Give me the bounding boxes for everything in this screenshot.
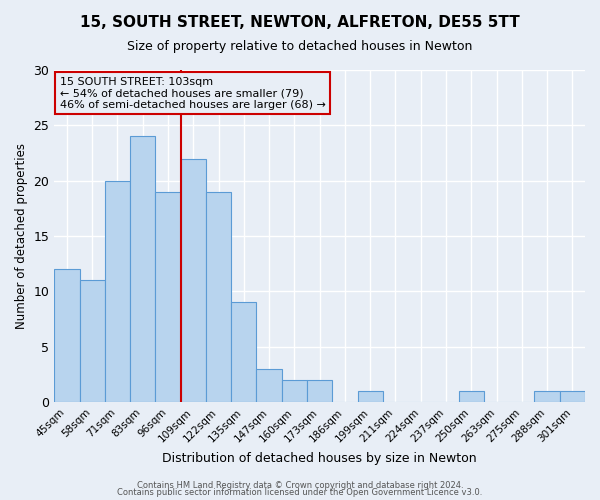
Y-axis label: Number of detached properties: Number of detached properties [15, 143, 28, 329]
Bar [256, 369, 282, 402]
Bar [358, 391, 383, 402]
Bar [206, 192, 231, 402]
Bar [130, 136, 155, 402]
Bar [80, 280, 105, 402]
Bar [231, 302, 256, 402]
Bar [560, 391, 585, 402]
Text: Size of property relative to detached houses in Newton: Size of property relative to detached ho… [127, 40, 473, 53]
Bar [105, 180, 130, 402]
Bar [307, 380, 332, 402]
Bar [535, 391, 560, 402]
Bar [155, 192, 181, 402]
Text: 15, SOUTH STREET, NEWTON, ALFRETON, DE55 5TT: 15, SOUTH STREET, NEWTON, ALFRETON, DE55… [80, 15, 520, 30]
Text: 15 SOUTH STREET: 103sqm
← 54% of detached houses are smaller (79)
46% of semi-de: 15 SOUTH STREET: 103sqm ← 54% of detache… [59, 76, 325, 110]
Bar [181, 158, 206, 402]
Text: Contains public sector information licensed under the Open Government Licence v3: Contains public sector information licen… [118, 488, 482, 497]
Text: Contains HM Land Registry data © Crown copyright and database right 2024.: Contains HM Land Registry data © Crown c… [137, 480, 463, 490]
Bar [282, 380, 307, 402]
Bar [54, 269, 80, 402]
Bar [458, 391, 484, 402]
X-axis label: Distribution of detached houses by size in Newton: Distribution of detached houses by size … [163, 452, 477, 465]
